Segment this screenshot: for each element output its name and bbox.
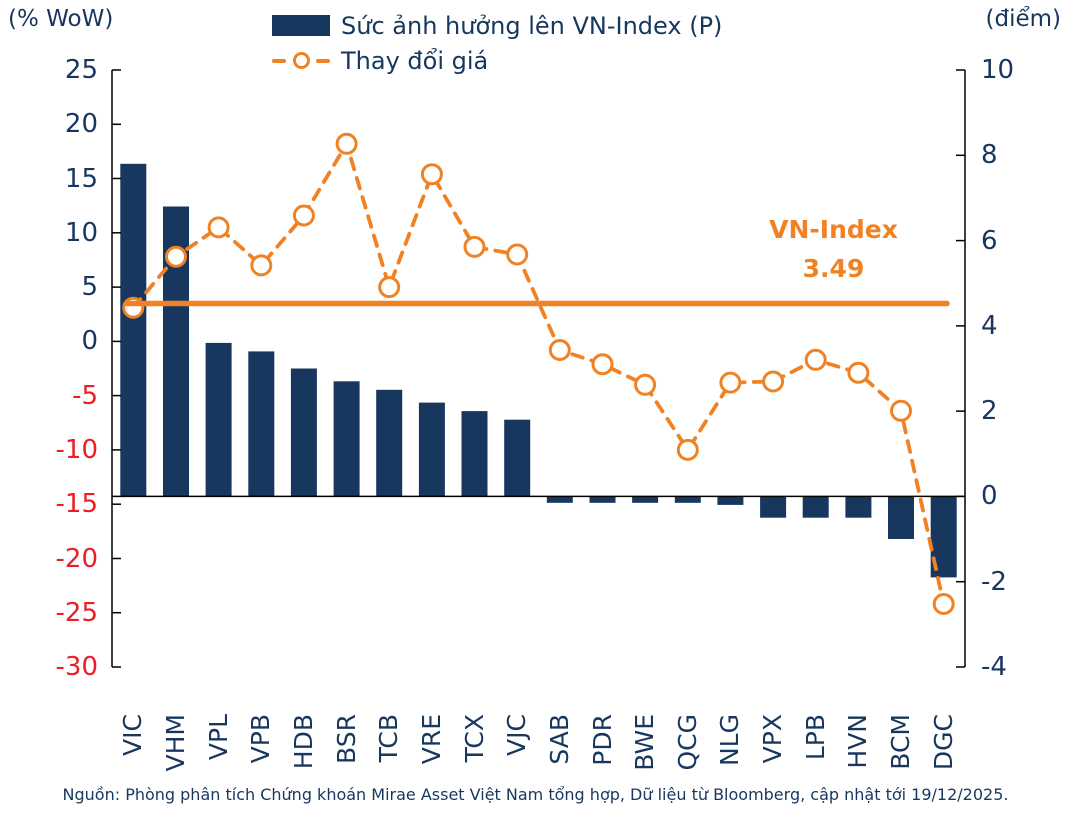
category-label-PDR: PDR xyxy=(587,714,617,766)
bar-TCX xyxy=(461,411,488,497)
bar-BSR xyxy=(333,381,360,497)
price-change-marker-VJC xyxy=(506,243,529,266)
category-label-VPB: VPB xyxy=(246,714,276,764)
price-change-marker-DGC xyxy=(932,593,955,615)
line-series-marker-icon xyxy=(272,52,330,69)
left-axis-tick--30: -30 xyxy=(55,652,98,682)
price-change-marker-BCM xyxy=(890,399,912,422)
bar-VRE xyxy=(418,402,445,497)
bar-BCM xyxy=(888,496,914,539)
right-axis-tick-6: 6 xyxy=(981,225,998,256)
category-label-TCX: TCX xyxy=(459,714,489,763)
legend-bar-series-label: Sức ảnh hưởng lên VN-Index (P) xyxy=(341,11,723,40)
right-axis-tick-2: 2 xyxy=(981,396,998,427)
price-change-marker-BWE xyxy=(634,373,657,396)
price-change-marker-NLG xyxy=(719,371,742,394)
price-change-marker-SAB xyxy=(548,339,571,361)
price-change-marker-HDB xyxy=(292,204,315,227)
bar-HVN xyxy=(845,496,872,518)
left-axis-tick--10: -10 xyxy=(55,434,98,465)
left-axis-tick-15: 15 xyxy=(64,163,98,194)
price-change-marker-TCB xyxy=(378,276,401,299)
left-axis-tick--5: -5 xyxy=(72,380,98,411)
bar-SAB xyxy=(546,496,573,503)
category-label-QCG: QCG xyxy=(672,714,702,771)
left-axis-unit-label: (% WoW) xyxy=(8,6,114,32)
price-change-marker-VHM xyxy=(165,245,187,268)
price-change-marker-PDR xyxy=(591,353,614,376)
bar-VPB xyxy=(248,351,275,497)
price-change-marker-QCG xyxy=(676,438,699,461)
category-label-BCM: BCM xyxy=(886,714,915,770)
vnindex-annotation: VN-Index 3.49 xyxy=(741,210,926,288)
category-label-LPB: LPB xyxy=(800,714,830,761)
bar-BWE xyxy=(632,496,659,503)
right-axis-tick--2: -2 xyxy=(981,566,1007,597)
left-axis-tick--20: -20 xyxy=(55,543,98,574)
left-axis-tick-0: 0 xyxy=(81,326,98,357)
dash-icon xyxy=(272,58,286,63)
category-label-DGC: DGC xyxy=(928,714,958,771)
category-label-HDB: HDB xyxy=(288,714,318,770)
category-label-VHM: VHM xyxy=(161,714,190,772)
category-label-VPX: VPX xyxy=(758,714,788,764)
category-label-VJC: VJC xyxy=(502,714,532,756)
price-change-marker-VPB xyxy=(250,254,273,277)
category-label-SAB: SAB xyxy=(544,714,574,765)
legend: Sức ảnh hưởng lên VN-Index (P) Thay đổi … xyxy=(272,8,722,78)
right-axis-tick-10: 10 xyxy=(981,55,1015,85)
bar-QCG xyxy=(674,496,701,503)
bar-LPB xyxy=(802,496,829,518)
vnindex-annotation-value: 3.49 xyxy=(802,254,865,283)
legend-item-bar-series: Sức ảnh hưởng lên VN-Index (P) xyxy=(272,8,722,43)
bar-PDR xyxy=(589,496,616,503)
left-axis-tick-20: 20 xyxy=(64,109,98,140)
category-label-HVN: HVN xyxy=(843,714,873,769)
left-axis-tick-25: 25 xyxy=(64,55,98,85)
price-change-marker-TCX xyxy=(463,235,486,258)
vnindex-annotation-title: VN-Index xyxy=(769,215,898,244)
category-label-NLG: NLG xyxy=(715,714,745,767)
price-change-marker-BSR xyxy=(335,132,358,155)
circle-marker-icon xyxy=(292,52,310,69)
bar-VPL xyxy=(205,342,232,497)
price-change-marker-HVN xyxy=(847,361,870,384)
bar-NLG xyxy=(717,496,744,505)
category-label-TCB: TCB xyxy=(374,714,404,763)
category-label-BWE: BWE xyxy=(630,714,660,771)
category-label-VIC: VIC xyxy=(118,714,148,756)
left-axis-tick-5: 5 xyxy=(81,272,98,303)
legend-line-series-label: Thay đổi giá xyxy=(341,46,489,75)
right-axis-tick-0: 0 xyxy=(981,481,998,512)
bar-HDB xyxy=(290,368,317,497)
price-change-marker-VRE xyxy=(420,163,443,186)
price-change-marker-LPB xyxy=(804,348,827,371)
left-axis-tick--15: -15 xyxy=(55,489,98,520)
bar-VPX xyxy=(760,496,787,518)
legend-item-line-series: Thay đổi giá xyxy=(272,43,722,78)
category-label-VPL: VPL xyxy=(203,714,233,761)
right-axis-tick-8: 8 xyxy=(981,140,998,171)
axes xyxy=(111,69,966,668)
dash-icon xyxy=(316,58,330,63)
left-axis-tick--25: -25 xyxy=(55,597,98,628)
bar-VIC xyxy=(120,163,147,497)
bar-TCB xyxy=(376,389,403,497)
right-axis-tick-4: 4 xyxy=(981,310,998,341)
category-label-VRE: VRE xyxy=(416,714,446,765)
right-axis-tick--4: -4 xyxy=(981,652,1007,682)
price-change-marker-VPL xyxy=(207,216,230,239)
price-change-marker-VPX xyxy=(762,370,785,393)
bar-series-swatch-icon xyxy=(272,15,330,36)
bar-VJC xyxy=(504,419,531,497)
source-note: Nguồn: Phòng phân tích Chứng khoán Mirae… xyxy=(62,785,1009,804)
left-axis-tick-10: 10 xyxy=(64,217,98,248)
right-axis-unit-label: (điểm) xyxy=(985,6,1062,32)
category-label-BSR: BSR xyxy=(331,714,361,764)
